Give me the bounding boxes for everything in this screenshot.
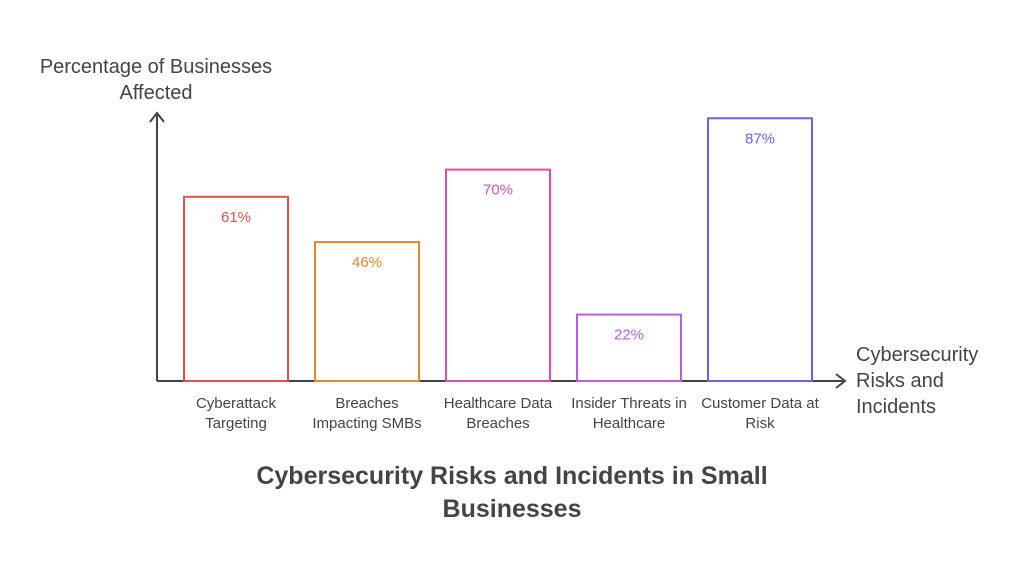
x-axis-arrow — [835, 373, 847, 389]
bar — [576, 313, 682, 382]
x-axis-label: Cybersecurity Risks and Incidents — [856, 344, 979, 418]
bar-value-label: 22% — [614, 327, 644, 344]
y-axis-arrow — [149, 111, 165, 123]
bars: 61% 46% 70% 22% 87% — [183, 117, 813, 382]
category-label: Insider Threats in Healthcare — [571, 395, 687, 432]
bar-value-label: 46% — [352, 254, 382, 271]
bar-value-label: 70% — [483, 182, 513, 199]
bar — [314, 241, 420, 382]
bar — [445, 168, 551, 382]
category-label: Customer Data at Risk — [701, 395, 819, 432]
bar-value-label: 87% — [745, 130, 775, 147]
bar — [183, 195, 289, 382]
chart-title: Cybersecurity Risks and Incidents in Sma… — [256, 462, 768, 523]
bar — [707, 117, 813, 382]
axes — [149, 111, 847, 389]
category-label: Breaches Impacting SMBs — [312, 395, 422, 432]
y-axis-label: Percentage of Businesses Affected — [39, 56, 273, 104]
category-label: Healthcare Data Breaches — [443, 395, 553, 432]
category-label: Cyberattack Targeting — [195, 395, 277, 432]
bar-value-label: 61% — [221, 209, 251, 226]
